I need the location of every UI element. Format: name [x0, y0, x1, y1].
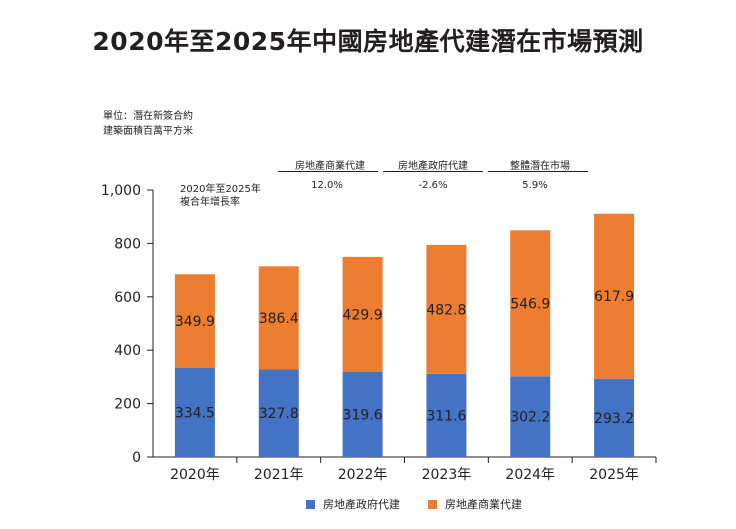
data-label-government: 311.6 [426, 408, 466, 424]
cagr-header-total: 整體潛在市場 [510, 161, 570, 172]
cagr-value-total: 5.9% [522, 180, 548, 191]
data-label-commercial: 617.9 [594, 289, 634, 305]
data-label-commercial: 349.9 [175, 314, 215, 330]
cagr-divider-commercial [278, 171, 378, 172]
x-category-label: 2025年 [589, 467, 639, 483]
data-label-government: 302.2 [510, 410, 550, 426]
cagr-divider-total [488, 171, 588, 172]
y-tick-label: 200 [114, 397, 141, 413]
unit-label-line2: 建築面積百萬平方米 [103, 126, 193, 137]
x-category-label: 2024年 [505, 467, 555, 483]
bar-government [426, 373, 467, 457]
y-tick-label: 600 [114, 290, 141, 306]
legend-label-government: 房地產政府代建 [323, 498, 400, 511]
legend-label-commercial: 房地產商業代建 [445, 498, 522, 511]
y-tick-label: 400 [114, 343, 141, 359]
data-label-government: 327.8 [259, 406, 299, 422]
y-tick-label: 800 [114, 236, 141, 252]
cagr-label-line2: 複合年增長率 [180, 197, 240, 208]
unit-label-line1: 單位：潛在新簽合約 [103, 111, 193, 122]
cagr-header-commercial: 房地產商業代建 [295, 161, 365, 172]
bar-government [174, 367, 215, 457]
bar-government [510, 376, 551, 457]
data-label-commercial: 482.8 [426, 302, 466, 318]
legend-item-commercial: 房地產商業代建 [428, 496, 522, 512]
bar-government [594, 378, 635, 457]
y-tick-label: 0 [132, 450, 141, 466]
bar-government [258, 369, 299, 457]
cagr-divider-government [383, 171, 483, 172]
cagr-header-government: 房地產政府代建 [398, 161, 468, 172]
bar-commercial [510, 230, 551, 377]
y-tick-label: 1,000 [101, 183, 141, 199]
bar-commercial [258, 266, 299, 370]
bar-commercial [426, 244, 467, 374]
data-label-commercial: 429.9 [343, 307, 383, 323]
cagr-label-line1: 2020年至2025年 [180, 184, 261, 195]
data-label-government: 334.5 [175, 405, 215, 421]
bar-government [342, 371, 383, 457]
cagr-value-government: -2.6% [418, 180, 448, 191]
legend-item-government: 房地產政府代建 [306, 496, 400, 512]
data-label-government: 319.6 [343, 407, 383, 423]
x-category-label: 2023年 [422, 467, 472, 483]
bar-commercial [174, 274, 215, 368]
bar-commercial [342, 256, 383, 372]
legend-swatch-commercial [428, 499, 437, 509]
x-category-label: 2020年 [170, 467, 220, 483]
cagr-value-commercial: 12.0% [311, 180, 343, 191]
bar-commercial [594, 213, 635, 379]
data-label-commercial: 386.4 [259, 311, 299, 327]
chart-title: 2020年至2025年中國房地產代建潛在市場預測 [92, 27, 644, 56]
data-label-commercial: 546.9 [510, 296, 550, 312]
x-category-label: 2021年 [254, 467, 304, 483]
x-category-label: 2022年 [338, 467, 388, 483]
data-label-government: 293.2 [594, 411, 634, 427]
legend-swatch-government [306, 499, 315, 509]
